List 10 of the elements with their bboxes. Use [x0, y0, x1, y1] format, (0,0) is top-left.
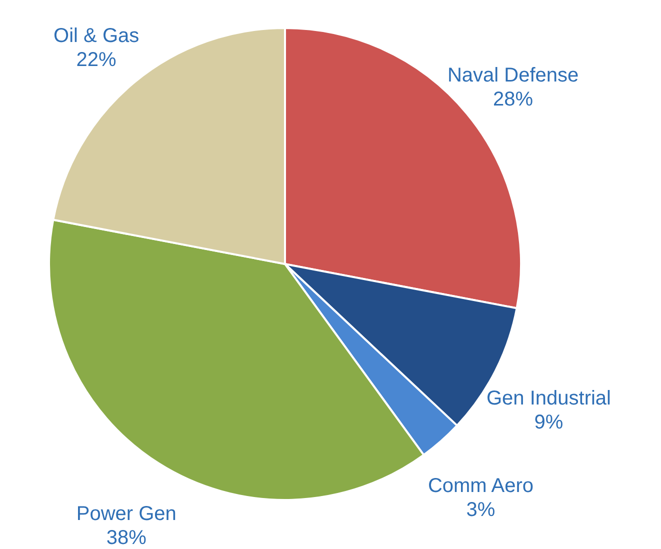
slice-label: Oil & Gas: [54, 24, 140, 47]
data-label: 38%: [106, 526, 147, 549]
slice-label: Power Gen: [76, 502, 176, 525]
data-label: 22%: [76, 48, 117, 71]
slice-label: Gen Industrial: [486, 387, 611, 410]
slice-label: Naval Defense: [447, 64, 579, 86]
data-label: 9%: [534, 411, 564, 434]
data-label: 28%: [493, 88, 534, 110]
data-label: 3%: [466, 499, 496, 522]
slice-label: Comm Aero: [428, 475, 534, 498]
